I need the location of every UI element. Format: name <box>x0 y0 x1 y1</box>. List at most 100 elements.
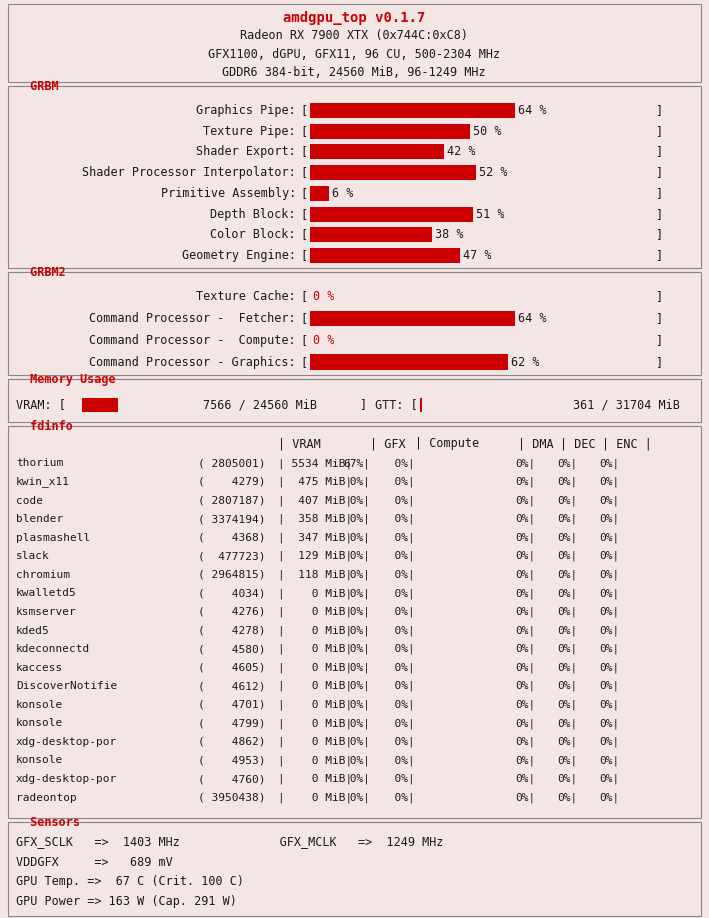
Text: ksmserver: ksmserver <box>16 607 77 617</box>
Text: ]: ] <box>656 312 663 325</box>
Text: ]: ] <box>656 334 663 347</box>
Text: Color Block:: Color Block: <box>211 229 296 241</box>
Text: (    4799): ( 4799) <box>198 718 265 728</box>
Text: |    0 MiB|: | 0 MiB| <box>278 736 352 747</box>
Text: kded5: kded5 <box>16 625 50 635</box>
Text: 0%|: 0%| <box>343 551 370 562</box>
Text: 0%|: 0%| <box>515 663 536 673</box>
Text: 361 / 31704 MiB: 361 / 31704 MiB <box>573 398 680 411</box>
Text: 0%|: 0%| <box>515 736 536 747</box>
Text: 0%|: 0%| <box>515 496 536 506</box>
Text: xdg-desktop-por: xdg-desktop-por <box>16 774 117 784</box>
Text: 0%|: 0%| <box>381 476 415 487</box>
Text: Shader Processor Interpolator:: Shader Processor Interpolator: <box>82 166 296 179</box>
Text: |  475 MiB|: | 475 MiB| <box>278 476 352 487</box>
Text: 47 %: 47 % <box>464 249 492 263</box>
Text: Texture Pipe:: Texture Pipe: <box>203 125 296 138</box>
Text: |    0 MiB|: | 0 MiB| <box>278 588 352 599</box>
Text: 0%|: 0%| <box>343 625 370 636</box>
Text: 0%|: 0%| <box>515 681 536 691</box>
Text: |    0 MiB|: | 0 MiB| <box>278 663 352 673</box>
Text: 0%|: 0%| <box>558 588 578 599</box>
Text: (    4953): ( 4953) <box>198 756 265 766</box>
Text: 50 %: 50 % <box>473 125 501 138</box>
Text: Command Processor -  Fetcher:: Command Processor - Fetcher: <box>89 312 296 325</box>
Text: | ENC |: | ENC | <box>602 438 652 451</box>
Text: Graphics Pipe:: Graphics Pipe: <box>196 104 296 117</box>
Text: Memory Usage: Memory Usage <box>23 373 123 386</box>
Text: |  358 MiB|: | 358 MiB| <box>278 514 352 524</box>
Text: 0%|: 0%| <box>343 607 370 617</box>
Text: 0%|: 0%| <box>343 792 370 803</box>
Text: ( 2807187): ( 2807187) <box>198 496 265 506</box>
Text: 0%|: 0%| <box>343 476 370 487</box>
Text: GRBM2: GRBM2 <box>23 265 73 278</box>
Bar <box>420 397 422 411</box>
Text: radeontop: radeontop <box>16 792 77 802</box>
Bar <box>8 426 701 818</box>
Text: |    0 MiB|: | 0 MiB| <box>278 644 352 655</box>
Text: 0%|: 0%| <box>381 569 415 580</box>
Text: slack: slack <box>16 551 50 561</box>
Text: 0%|: 0%| <box>558 644 578 655</box>
Text: ( 3374194): ( 3374194) <box>198 514 265 524</box>
Text: (    4276): ( 4276) <box>198 607 265 617</box>
Text: | 5534 MiB|: | 5534 MiB| <box>278 458 352 469</box>
Text: 0%|: 0%| <box>600 774 620 784</box>
Text: 0%|: 0%| <box>600 736 620 747</box>
Text: konsole: konsole <box>16 700 63 710</box>
Text: |    0 MiB|: | 0 MiB| <box>278 756 352 766</box>
Text: 0%|: 0%| <box>600 458 620 469</box>
Text: [: [ <box>300 334 307 347</box>
Text: [: [ <box>300 355 307 369</box>
Bar <box>310 354 508 370</box>
Text: 0%|: 0%| <box>343 532 370 543</box>
Bar <box>310 186 329 201</box>
Text: 0%|: 0%| <box>515 774 536 784</box>
Text: 0%|: 0%| <box>381 458 415 469</box>
Text: Depth Block:: Depth Block: <box>211 207 296 220</box>
Text: (    4862): ( 4862) <box>198 737 265 747</box>
Text: (    4701): ( 4701) <box>198 700 265 710</box>
Text: 0%|: 0%| <box>343 588 370 599</box>
Text: kwin_x11: kwin_x11 <box>16 476 70 487</box>
Text: | GFX: | GFX <box>370 438 406 451</box>
Text: 0 %: 0 % <box>313 290 335 303</box>
Text: 0 %: 0 % <box>313 334 335 347</box>
Text: fdinfo: fdinfo <box>23 420 80 432</box>
Text: Texture Cache:: Texture Cache: <box>196 290 296 303</box>
Text: 0%|: 0%| <box>381 625 415 636</box>
Text: [: [ <box>300 187 307 200</box>
Text: |  129 MiB|: | 129 MiB| <box>278 551 352 562</box>
Text: 0%|: 0%| <box>600 663 620 673</box>
Text: 0%|: 0%| <box>558 607 578 617</box>
Text: 0%|: 0%| <box>600 496 620 506</box>
Text: 0%|: 0%| <box>558 625 578 636</box>
Text: 0%|: 0%| <box>600 514 620 524</box>
Text: ]: ] <box>656 290 663 303</box>
Text: 0%|: 0%| <box>381 792 415 803</box>
Text: |    0 MiB|: | 0 MiB| <box>278 718 352 729</box>
Text: [: [ <box>300 145 307 159</box>
Text: ( 2964815): ( 2964815) <box>198 570 265 580</box>
Text: 0%|: 0%| <box>558 569 578 580</box>
Text: xdg-desktop-por: xdg-desktop-por <box>16 737 117 747</box>
Text: 0%|: 0%| <box>600 718 620 729</box>
Text: 38 %: 38 % <box>435 229 463 241</box>
Bar <box>310 311 515 327</box>
Text: VRAM: [: VRAM: [ <box>16 398 66 411</box>
Text: ]: ] <box>656 166 663 179</box>
Text: plasmashell: plasmashell <box>16 532 90 543</box>
Bar <box>310 207 473 221</box>
Text: 0%|: 0%| <box>600 644 620 655</box>
Text: 6 %: 6 % <box>333 187 354 200</box>
Text: (    4605): ( 4605) <box>198 663 265 673</box>
Text: 0%|: 0%| <box>600 588 620 599</box>
Bar <box>310 124 470 139</box>
Text: GDDR6 384-bit, 24560 MiB, 96-1249 MHz: GDDR6 384-bit, 24560 MiB, 96-1249 MHz <box>222 65 486 79</box>
Text: 51 %: 51 % <box>476 207 505 220</box>
Text: 0%|: 0%| <box>515 644 536 655</box>
Text: kaccess: kaccess <box>16 663 63 673</box>
Text: DiscoverNotifie: DiscoverNotifie <box>16 681 117 691</box>
Bar <box>8 4 701 82</box>
